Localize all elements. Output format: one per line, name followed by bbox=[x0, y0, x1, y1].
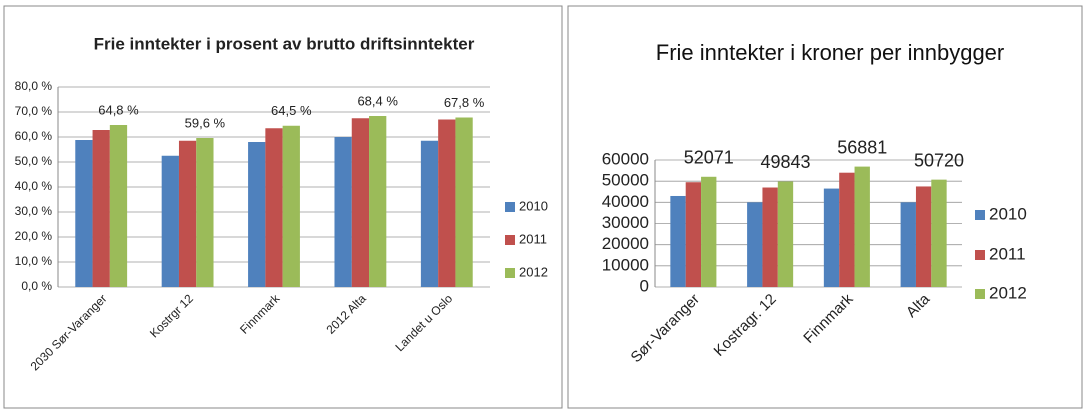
y-tick-label: 40,0 % bbox=[15, 179, 53, 193]
x-tick-label: Finnmark bbox=[800, 290, 857, 347]
legend-label: 2010 bbox=[519, 198, 548, 213]
bar bbox=[762, 187, 778, 287]
panel-border bbox=[567, 5, 1083, 409]
bar bbox=[334, 137, 352, 287]
y-tick-label: 80,0 % bbox=[15, 79, 53, 93]
data-label: 64,8 % bbox=[98, 102, 139, 117]
legend-swatch bbox=[975, 250, 985, 260]
data-label: 68,4 % bbox=[357, 93, 398, 108]
y-tick-label: 50000 bbox=[602, 171, 649, 190]
bar bbox=[854, 166, 870, 287]
bar bbox=[420, 140, 439, 287]
y-tick-label: 60,0 % bbox=[15, 129, 53, 143]
bar bbox=[438, 119, 456, 287]
y-tick-label: 50,0 % bbox=[15, 154, 53, 168]
bar bbox=[823, 188, 840, 287]
bar bbox=[915, 186, 932, 287]
panel-border bbox=[3, 5, 563, 409]
bar bbox=[92, 130, 110, 287]
y-tick-label: 40000 bbox=[602, 192, 649, 211]
x-tick-label: Landet u Oslo bbox=[392, 291, 455, 354]
legend-swatch bbox=[505, 235, 515, 245]
bar bbox=[161, 155, 179, 287]
bar bbox=[839, 172, 855, 287]
y-tick-label: 70,0 % bbox=[15, 104, 53, 118]
data-label: 67,8 % bbox=[444, 95, 485, 110]
bar bbox=[351, 118, 370, 287]
x-tick-label: Kostragr. 12 bbox=[711, 291, 780, 360]
y-tick-label: 20,0 % bbox=[15, 229, 53, 243]
bar bbox=[282, 125, 300, 287]
y-tick-label: 0 bbox=[640, 276, 649, 295]
bar bbox=[109, 125, 128, 287]
y-tick-label: 20000 bbox=[602, 234, 649, 253]
legend-label: 2011 bbox=[989, 244, 1026, 263]
bar bbox=[747, 202, 763, 287]
legend-label: 2011 bbox=[519, 231, 547, 246]
bar bbox=[900, 202, 916, 287]
x-tick-label: 2012 Alta bbox=[323, 291, 369, 337]
legend-swatch bbox=[975, 289, 985, 299]
bar bbox=[196, 138, 214, 287]
data-label: 64,5 % bbox=[271, 103, 312, 118]
x-tick-label: Alta bbox=[903, 290, 934, 321]
legend-swatch bbox=[505, 202, 515, 212]
bar bbox=[75, 140, 93, 287]
data-label: 59,6 % bbox=[185, 115, 226, 130]
chart-title: Frie inntekter i kroner per innbygger bbox=[655, 40, 1005, 65]
bar bbox=[701, 176, 717, 287]
bar bbox=[265, 128, 283, 287]
x-tick-label: Sør-Varanger bbox=[628, 291, 703, 366]
legend-label: 2012 bbox=[989, 283, 1027, 302]
y-tick-label: 10,0 % bbox=[15, 254, 53, 268]
y-tick-label: 30,0 % bbox=[15, 204, 53, 218]
data-label: 56881 bbox=[837, 137, 887, 157]
legend-swatch bbox=[975, 210, 985, 220]
bar bbox=[670, 195, 686, 287]
bar bbox=[777, 181, 794, 287]
bar bbox=[248, 142, 266, 287]
bar bbox=[685, 182, 702, 287]
bar bbox=[931, 179, 947, 287]
bar bbox=[369, 116, 387, 287]
data-label: 52071 bbox=[684, 148, 734, 168]
chart-title: Frie inntekter i prosent av brutto drift… bbox=[94, 34, 475, 53]
x-tick-label: Kostrgr 12 bbox=[147, 291, 196, 340]
bar bbox=[455, 117, 473, 287]
y-tick-label: 10000 bbox=[602, 255, 649, 274]
data-label: 50720 bbox=[914, 150, 964, 170]
legend-label: 2012 bbox=[519, 264, 548, 279]
x-tick-label: Finnmark bbox=[237, 291, 283, 337]
bar bbox=[178, 140, 197, 287]
y-tick-label: 30000 bbox=[602, 213, 649, 232]
y-tick-label: 0,0 % bbox=[21, 279, 52, 293]
legend-swatch bbox=[505, 268, 515, 278]
data-label: 49843 bbox=[760, 152, 810, 172]
y-tick-label: 60000 bbox=[602, 149, 649, 168]
legend-label: 2010 bbox=[989, 204, 1027, 223]
x-tick-label: 2030 Sør-Varanger bbox=[28, 291, 110, 373]
